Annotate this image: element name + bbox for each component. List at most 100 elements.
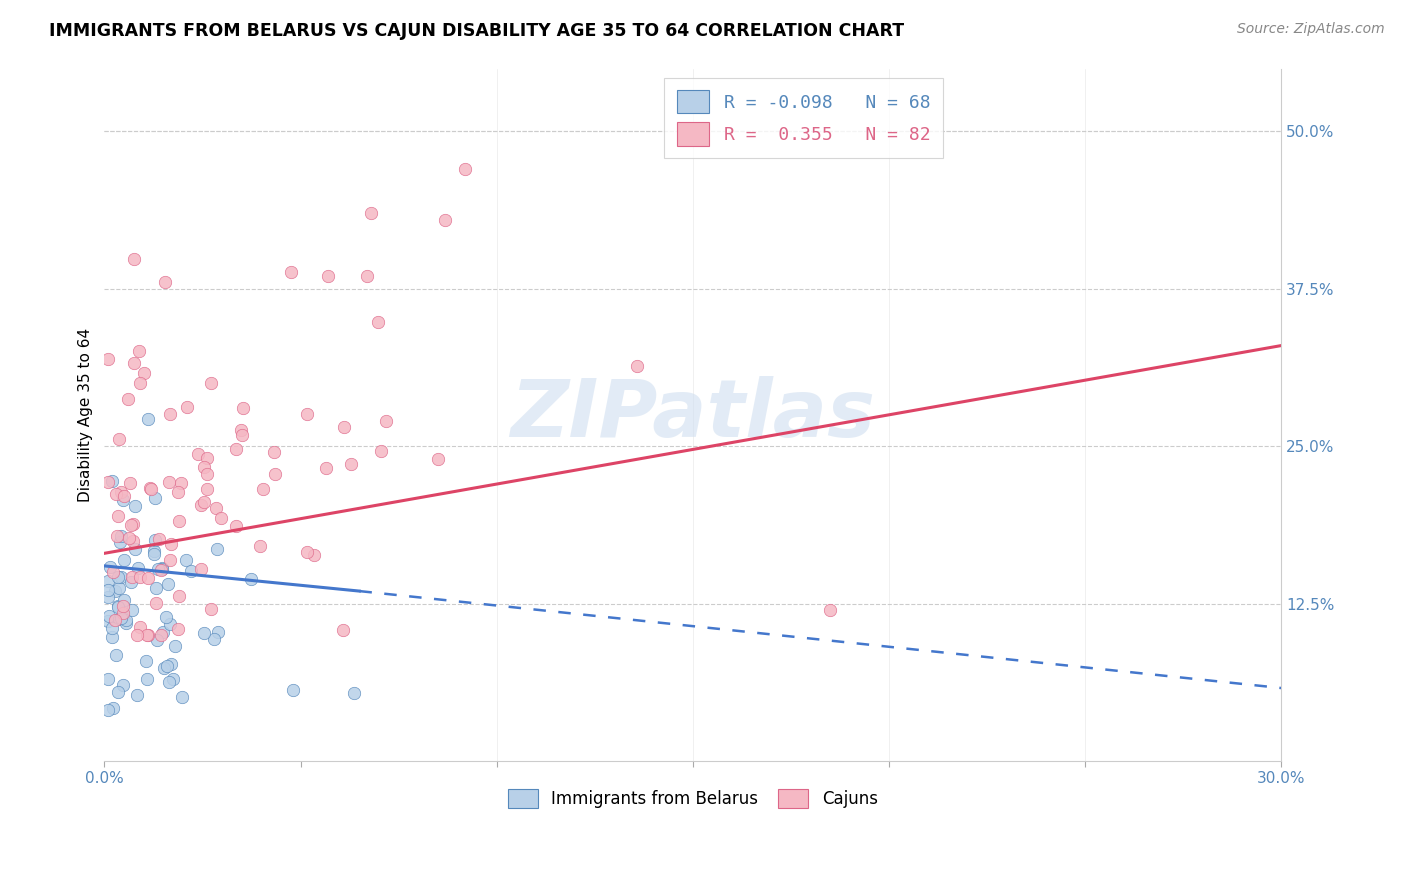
Point bbox=[97, 574, 120, 589]
Point bbox=[169, 589, 191, 603]
Point bbox=[176, 400, 198, 414]
Point bbox=[159, 657, 181, 672]
Point bbox=[157, 675, 180, 690]
Point bbox=[818, 603, 841, 617]
Point bbox=[180, 564, 202, 578]
Point bbox=[209, 510, 232, 524]
Point bbox=[153, 275, 176, 289]
Point bbox=[427, 452, 450, 467]
Point bbox=[165, 639, 187, 653]
Point bbox=[112, 553, 135, 567]
Point bbox=[104, 648, 127, 662]
Point bbox=[100, 630, 122, 644]
Point bbox=[117, 392, 139, 407]
Point bbox=[110, 485, 132, 500]
Point bbox=[280, 265, 302, 279]
Point bbox=[157, 475, 180, 490]
Point bbox=[136, 628, 159, 642]
Point bbox=[332, 420, 354, 434]
Point bbox=[128, 620, 150, 634]
Point bbox=[129, 570, 152, 584]
Point bbox=[302, 548, 325, 562]
Point bbox=[136, 411, 159, 425]
Point bbox=[145, 533, 167, 548]
Point bbox=[108, 535, 131, 549]
Point bbox=[122, 356, 145, 370]
Point bbox=[263, 445, 285, 459]
Point bbox=[316, 269, 339, 284]
Point bbox=[200, 376, 222, 390]
Point bbox=[343, 686, 366, 700]
Point bbox=[200, 602, 222, 616]
Point bbox=[107, 685, 129, 699]
Point bbox=[167, 484, 190, 499]
Point bbox=[370, 444, 392, 458]
Point bbox=[159, 617, 181, 632]
Point bbox=[97, 351, 120, 366]
Text: Source: ZipAtlas.com: Source: ZipAtlas.com bbox=[1237, 22, 1385, 37]
Point bbox=[108, 612, 131, 626]
Point bbox=[118, 475, 141, 490]
Point bbox=[162, 672, 184, 686]
Point bbox=[231, 423, 253, 437]
Point bbox=[107, 570, 129, 584]
Point bbox=[124, 542, 146, 557]
Point bbox=[120, 517, 142, 532]
Point bbox=[145, 491, 167, 505]
Point bbox=[153, 661, 176, 675]
Point bbox=[127, 561, 149, 575]
Point bbox=[159, 407, 181, 421]
Point bbox=[232, 401, 254, 415]
Point bbox=[190, 562, 212, 576]
Y-axis label: Disability Age 35 to 64: Disability Age 35 to 64 bbox=[79, 327, 93, 502]
Point bbox=[110, 528, 132, 542]
Point bbox=[112, 492, 135, 507]
Point bbox=[157, 577, 180, 591]
Point bbox=[150, 561, 173, 575]
Point bbox=[205, 500, 228, 515]
Point bbox=[136, 628, 159, 642]
Point bbox=[152, 624, 174, 639]
Point bbox=[135, 673, 157, 687]
Point bbox=[110, 570, 132, 584]
Point bbox=[121, 517, 143, 532]
Point bbox=[108, 581, 131, 595]
Point bbox=[159, 553, 181, 567]
Point bbox=[205, 541, 228, 556]
Point bbox=[252, 483, 274, 497]
Point bbox=[103, 565, 125, 579]
Point bbox=[374, 414, 396, 428]
Point bbox=[193, 625, 215, 640]
Point bbox=[115, 613, 138, 627]
Point bbox=[149, 563, 172, 577]
Point bbox=[125, 688, 148, 702]
Point bbox=[121, 570, 143, 584]
Point bbox=[295, 545, 318, 559]
Point bbox=[132, 366, 155, 380]
Point bbox=[626, 359, 648, 373]
Point bbox=[107, 599, 129, 613]
Point bbox=[114, 615, 136, 630]
Point bbox=[121, 603, 143, 617]
Point bbox=[315, 461, 337, 475]
Point bbox=[281, 682, 304, 697]
Point bbox=[193, 460, 215, 475]
Point bbox=[122, 534, 145, 549]
Point bbox=[97, 609, 120, 624]
Point bbox=[145, 581, 167, 595]
Point bbox=[356, 269, 378, 284]
Point bbox=[136, 571, 159, 585]
Point bbox=[207, 624, 229, 639]
Point bbox=[97, 475, 120, 489]
Point bbox=[170, 476, 193, 491]
Point bbox=[225, 442, 247, 456]
Point bbox=[125, 628, 148, 642]
Point bbox=[110, 610, 132, 624]
Point bbox=[97, 582, 120, 597]
Point bbox=[240, 572, 263, 586]
Point bbox=[97, 672, 120, 686]
Point bbox=[107, 509, 129, 524]
Point bbox=[169, 515, 191, 529]
Point bbox=[104, 613, 127, 627]
Point bbox=[118, 531, 141, 545]
